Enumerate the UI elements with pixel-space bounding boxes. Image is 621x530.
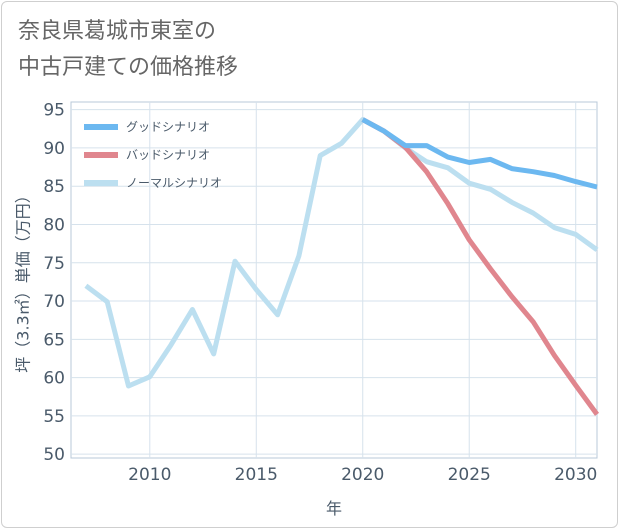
chart-title-line-2: 中古戸建ての価格推移 xyxy=(18,55,239,80)
plot-area xyxy=(70,101,598,459)
y-axis-title: 坪（3.3㎡）単価（万円） xyxy=(14,187,33,372)
series-line-normal xyxy=(84,117,599,389)
x-axis-title: 年 xyxy=(326,499,342,518)
grid-lines xyxy=(71,102,597,458)
x-tick-label: 2025 xyxy=(448,465,491,485)
series-line-good xyxy=(361,117,598,190)
x-tick-label: 2020 xyxy=(341,465,384,485)
y-tick-label: 75 xyxy=(43,254,65,274)
axis-ticks: 50 55 60 65 70 75 80 85 90 95 2010 2015 2020 2025 2030 xyxy=(43,101,597,485)
legend-label: ノーマルシナリオ xyxy=(126,176,222,190)
y-tick-label: 50 xyxy=(43,445,65,465)
series-lines xyxy=(84,117,600,416)
y-tick-label: 55 xyxy=(43,407,65,427)
legend-label: バッドシナリオ xyxy=(126,148,210,162)
y-tick-label: 80 xyxy=(43,215,65,235)
legend-label: グッドシナリオ xyxy=(126,120,210,134)
y-tick-label: 60 xyxy=(43,369,65,389)
y-tick-label: 95 xyxy=(43,101,65,121)
y-tick-label: 85 xyxy=(43,177,65,197)
x-tick-label: 2010 xyxy=(128,465,171,485)
chart-title-line-1: 奈良県葛城市東室の xyxy=(18,19,217,44)
y-tick-label: 65 xyxy=(43,330,65,350)
y-tick-label: 70 xyxy=(43,292,65,312)
x-tick-label: 2015 xyxy=(235,465,278,485)
x-tick-label: 2030 xyxy=(554,465,597,485)
y-tick-label: 90 xyxy=(43,139,65,159)
chart-title: 奈良県葛城市東室の 中古戸建ての価格推移 xyxy=(18,14,238,86)
